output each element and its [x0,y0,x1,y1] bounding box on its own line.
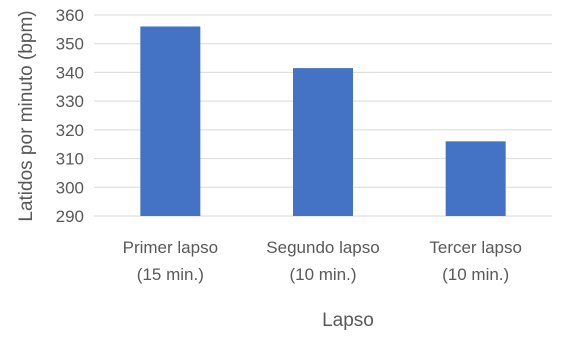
x-category-label: (15 min.) [137,265,204,284]
y-tick-label: 360 [56,6,84,25]
x-category-labels: Primer lapso (15 min.) Segundo lapso (10 mi… [123,238,522,284]
y-tick-label: 320 [56,121,84,140]
y-tick-label: 290 [56,207,84,226]
y-tick-label: 330 [56,92,84,111]
x-category-label: Segundo lapso [266,238,379,257]
x-category-label: (10 min.) [289,265,356,284]
bar [293,68,353,216]
y-tick-labels: 290 300 310 320 330 340 350 360 [56,6,84,226]
y-tick-label: 310 [56,150,84,169]
x-category-label: Primer lapso [123,238,218,257]
y-tick-label: 350 [56,35,84,54]
y-tick-label: 340 [56,63,84,82]
bars [140,26,506,216]
bar [140,26,201,216]
bar [445,141,506,216]
x-category-label: Tercer lapso [429,238,522,257]
x-axis-title: Lapso [322,310,374,331]
y-axis-title: Latidos por minuto (bpm) [16,10,37,221]
y-tick-label: 300 [56,178,84,197]
x-category-label: (10 min.) [442,265,509,284]
